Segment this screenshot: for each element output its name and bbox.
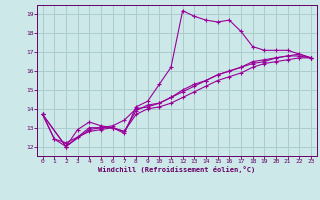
X-axis label: Windchill (Refroidissement éolien,°C): Windchill (Refroidissement éolien,°C)	[98, 166, 255, 173]
